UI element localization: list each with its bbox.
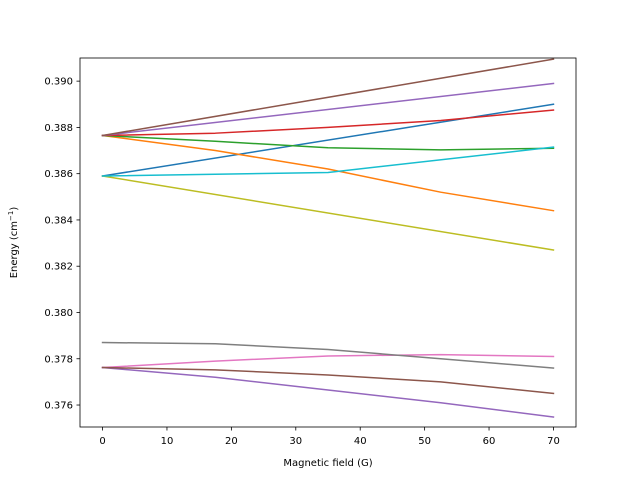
series-line-5 (101, 82, 555, 137)
series-line-12 (101, 366, 555, 395)
tick-layer: 0 10 20 30 40 50 60 70 0.376 0.378 0.380 0.382 0.384… (44, 77, 559, 447)
y-tick-label: 0.384 (44, 215, 73, 226)
y-axis-label-main: Energy (cm (9, 221, 20, 278)
x-tick-label: 0 (99, 436, 105, 447)
y-tick-label: 0.390 (44, 77, 73, 88)
series-line-3 (101, 134, 555, 151)
x-axis-label: Magnetic field (G) (283, 458, 372, 469)
y-tick-label: 0.376 (44, 401, 73, 412)
series-line-8 (101, 341, 555, 369)
plot-frame (79, 57, 577, 428)
x-tick-label: 30 (289, 436, 302, 447)
x-tick-label: 40 (354, 436, 367, 447)
series-line-1 (101, 103, 555, 177)
y-axis-label-close: ) (9, 207, 20, 211)
x-tick-label: 20 (225, 436, 238, 447)
y-tick-label: 0.382 (44, 262, 73, 273)
y-tick-label: 0.378 (44, 354, 73, 365)
x-tick-label: 10 (161, 436, 174, 447)
y-tick-label: 0.386 (44, 169, 73, 180)
y-axis-label-superscript: −1 (7, 211, 15, 221)
series-line-11 (101, 366, 555, 418)
series-line-9 (101, 175, 555, 251)
series-line-10 (101, 146, 555, 177)
x-tick-label: 70 (547, 436, 560, 447)
x-tick-label: 50 (418, 436, 431, 447)
series-line-2 (101, 134, 555, 212)
y-tick-label: 0.380 (44, 308, 73, 319)
series-line-4 (101, 109, 555, 137)
y-tick-label: 0.388 (44, 123, 73, 134)
x-tick-label: 60 (483, 436, 496, 447)
series-line-7 (101, 353, 555, 369)
series-layer (101, 58, 555, 418)
y-axis-label: Energy (cm−1) (7, 207, 20, 279)
series-line-6 (101, 58, 555, 137)
